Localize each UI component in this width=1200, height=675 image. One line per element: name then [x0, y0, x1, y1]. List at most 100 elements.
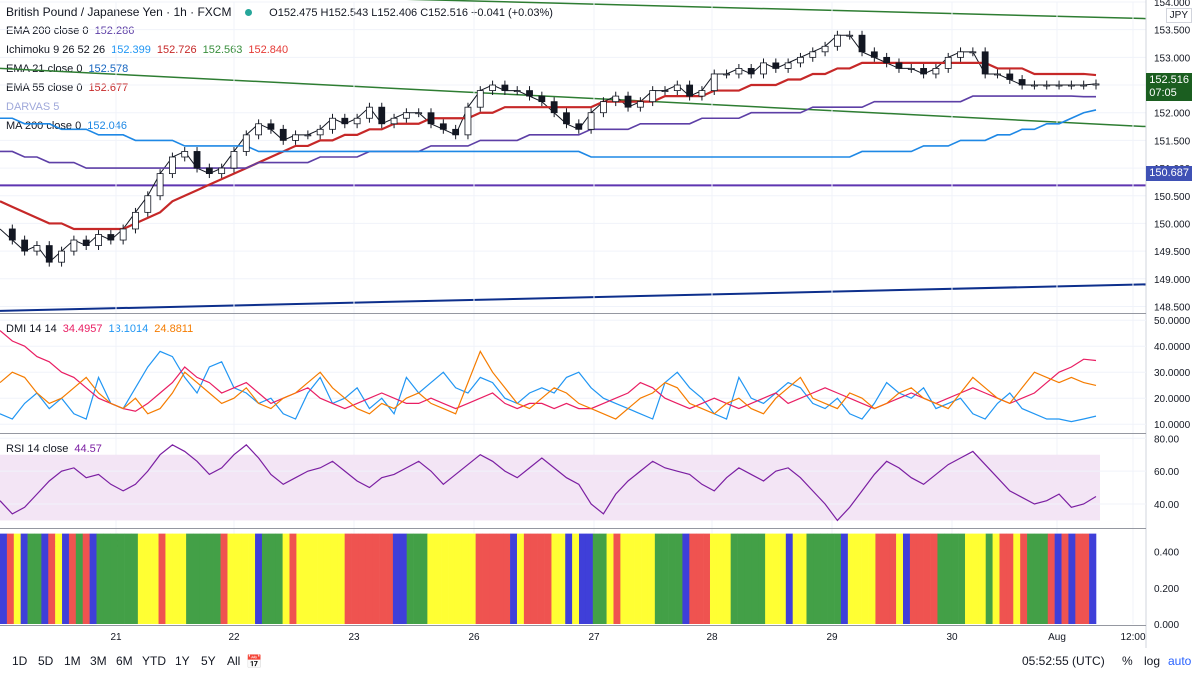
cam-bar — [896, 533, 904, 624]
cam-bar — [978, 533, 987, 624]
pane-divider-cam[interactable] — [0, 528, 1146, 529]
candle-body — [279, 128, 287, 141]
candle-body — [119, 228, 127, 241]
cam-bar — [248, 533, 256, 624]
cam-bar — [220, 533, 228, 624]
series-line-ema-55 — [0, 61, 1097, 231]
candle-body — [1055, 84, 1063, 87]
dmi-legend: DMI 14 14 34.4957 13.1014 24.8811 — [6, 320, 193, 339]
candle-body — [833, 34, 841, 47]
series-line-rsi — [0, 444, 1097, 522]
rsi-legend-label: RSI 14 close — [6, 443, 69, 455]
cam-bar — [985, 533, 993, 624]
legend-value: 152.286 — [94, 25, 135, 37]
candle-body — [402, 112, 410, 119]
candle-body — [858, 34, 866, 53]
legend-row[interactable]: EMA 200 close 0 152.286 — [6, 22, 288, 41]
hline-price-tag: 150.687 — [1146, 166, 1192, 181]
price-tick-label: 150.000 — [1154, 219, 1191, 230]
range-1y[interactable]: 1Y — [175, 654, 190, 668]
candle-body — [1006, 73, 1014, 80]
cam-bar — [503, 533, 511, 624]
cam-bar — [406, 533, 414, 624]
cam-bar — [606, 533, 614, 624]
cam-bar — [392, 533, 401, 624]
cam-bar — [696, 533, 704, 624]
candle-body — [846, 34, 854, 37]
cam-bar — [0, 533, 8, 624]
candle-body — [575, 123, 583, 130]
candle-body — [82, 239, 90, 246]
cam-bar — [565, 533, 573, 624]
candle-body — [563, 112, 570, 125]
candle-body — [944, 56, 952, 69]
cam-bar — [923, 533, 931, 624]
cam-bar — [310, 533, 318, 624]
cam-bar — [89, 533, 97, 624]
chart-canvas[interactable]: 148.500149.000149.500150.000150.500151.0… — [0, 0, 1200, 648]
candle-body — [870, 51, 878, 58]
pane-tick-label: 50.0000 — [1154, 316, 1191, 327]
rsi-band — [0, 454, 1100, 521]
cam-bar — [1089, 533, 1097, 624]
cam-bar — [268, 533, 277, 624]
cam-bar — [516, 533, 525, 624]
legend-row[interactable]: DARVAS 5 — [6, 98, 288, 117]
clock-readout[interactable]: 05:52:55 (UTC) — [1022, 654, 1105, 668]
symbol-title[interactable]: British Pound / Japanese Yen · 1h · FXCM — [6, 5, 232, 19]
candle-body — [292, 134, 299, 141]
candle-body — [33, 245, 41, 252]
log-toggle[interactable]: log — [1144, 654, 1161, 668]
legend-row[interactable]: Ichimoku 9 26 52 26 152.399 152.726 152.563… — [6, 41, 288, 60]
cam-bar — [1068, 533, 1076, 624]
cam-bar — [461, 533, 470, 624]
cam-bar — [930, 533, 938, 624]
pane-divider-dmi[interactable] — [0, 313, 1146, 314]
range-5d[interactable]: 5D — [38, 654, 54, 668]
candle-body — [464, 106, 472, 136]
cam-bar — [544, 533, 552, 624]
pane-tick-label: 10.0000 — [1154, 420, 1191, 431]
goto-date-icon[interactable]: 📅 — [246, 654, 263, 669]
candle-body — [1031, 84, 1038, 87]
cam-bar — [1033, 533, 1042, 624]
range-ytd[interactable]: YTD — [142, 654, 166, 668]
range-all[interactable]: All — [227, 654, 241, 668]
auto-toggle[interactable]: auto — [1168, 654, 1192, 668]
rsi-legend-row[interactable]: RSI 14 close 44.57 — [6, 440, 102, 459]
legend-label: DARVAS 5 — [6, 101, 60, 113]
range-6m[interactable]: 6M — [116, 654, 133, 668]
cam-bar — [413, 533, 421, 624]
cam-bar — [96, 533, 104, 624]
pane-divider-time — [0, 625, 1146, 626]
currency-badge[interactable]: JPY — [1165, 8, 1192, 23]
time-tick-label: 22 — [228, 632, 240, 643]
cam-bar — [1013, 533, 1021, 624]
cam-bar — [282, 533, 290, 624]
candle-body — [587, 112, 595, 130]
cam-bar — [482, 533, 490, 624]
dmi-legend-row[interactable]: DMI 14 14 34.4957 13.1014 24.8811 — [6, 320, 193, 339]
cam-bar — [737, 533, 745, 624]
price-tick-label: 150.500 — [1154, 192, 1191, 203]
pane-divider-rsi[interactable] — [0, 433, 1146, 434]
cam-bar — [530, 533, 538, 624]
cam-bar — [613, 533, 621, 624]
candle-body — [526, 90, 533, 97]
candle-body — [550, 101, 558, 114]
range-3m[interactable]: 3M — [90, 654, 107, 668]
cam-bar — [585, 533, 594, 624]
percent-toggle[interactable]: % — [1122, 654, 1133, 668]
cam-bar — [971, 533, 980, 624]
range-5y[interactable]: 5Y — [201, 654, 216, 668]
candle-body — [883, 56, 891, 64]
range-1d[interactable]: 1D — [12, 654, 28, 668]
range-1m[interactable]: 1M — [64, 654, 81, 668]
candle-body — [612, 95, 620, 103]
cam-bar — [778, 533, 787, 624]
cam-bar — [20, 533, 28, 624]
cam-bar — [889, 533, 897, 624]
dmi-legend-value: 13.1014 — [108, 323, 149, 335]
time-tick-label: 26 — [468, 632, 480, 643]
candle-body — [698, 90, 706, 97]
